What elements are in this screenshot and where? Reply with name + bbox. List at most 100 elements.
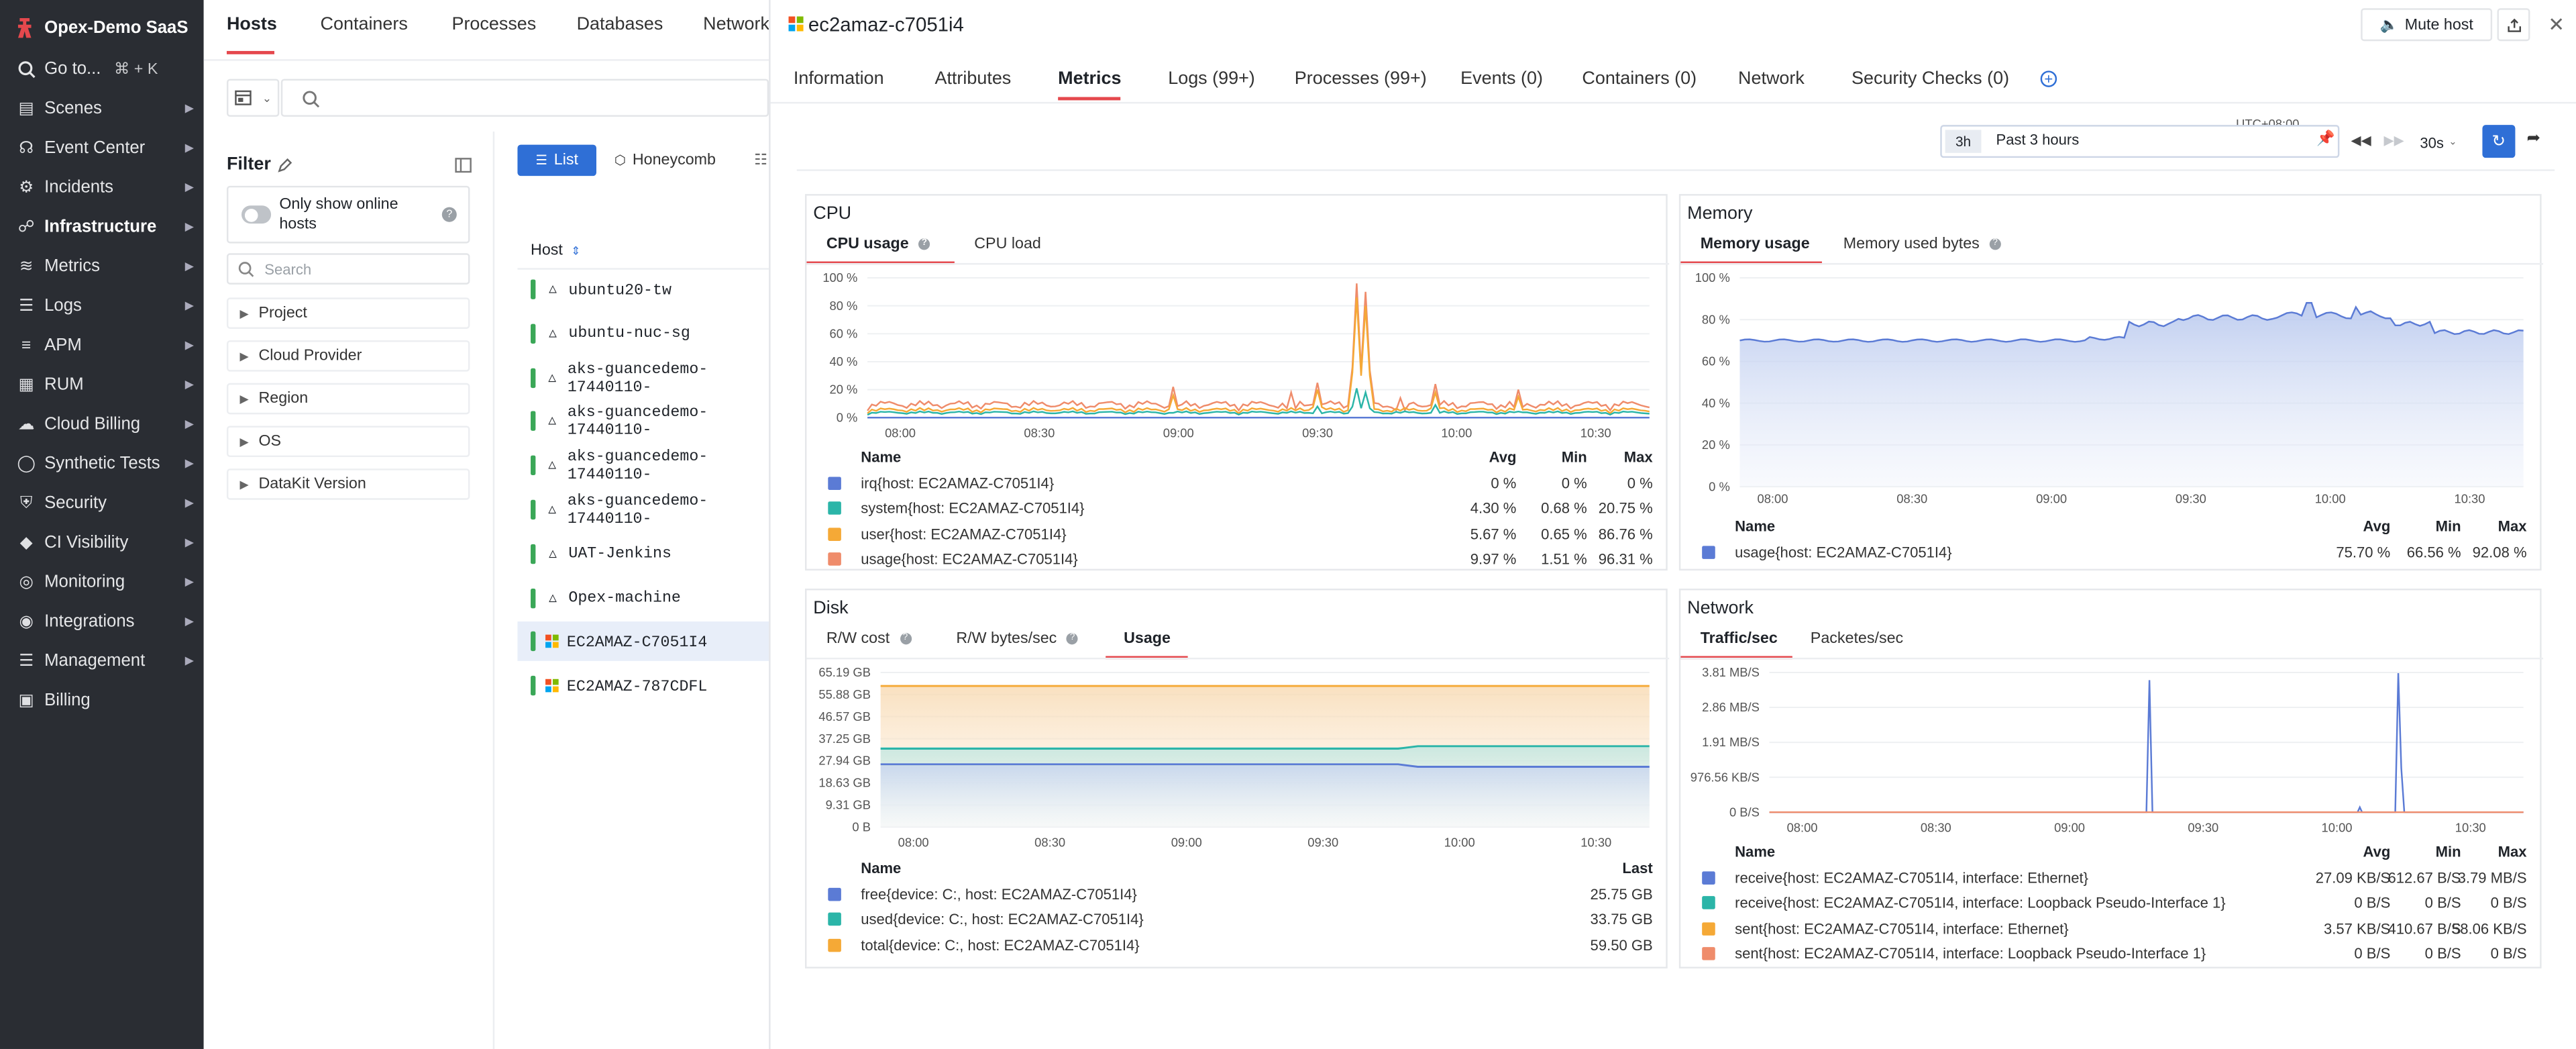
add-tab-icon[interactable]: +	[2040, 70, 2057, 87]
legend-series-name[interactable]: irq{host: EC2AMAZ-C7051I4}	[861, 474, 1055, 491]
legend-series-name[interactable]: sent{host: EC2AMAZ-C7051I4, interface: L…	[1735, 945, 2206, 962]
sidebar-item-integrations[interactable]: ◉ Integrations ▶	[0, 603, 204, 640]
legend-series-name[interactable]: user{host: EC2AMAZ-C7051I4}	[861, 525, 1067, 542]
help-icon[interactable]: ?	[441, 207, 457, 222]
legend-series-name[interactable]: total{device: C:, host: EC2AMAZ-C7051I4}	[861, 936, 1140, 953]
memory-usage-line[interactable]	[1739, 302, 2524, 343]
host-row[interactable]: △ aks-guancedemo-17440110-	[517, 358, 780, 397]
legend-series-name[interactable]: sent{host: EC2AMAZ-C7051I4, interface: E…	[1735, 919, 2069, 937]
tab-network[interactable]: Network	[1738, 68, 1805, 89]
host-row[interactable]: △ aks-guancedemo-17440110-	[517, 490, 780, 530]
close-icon[interactable]: ✕	[2548, 13, 2565, 36]
refresh-interval-select[interactable]: 30s ⌄	[2420, 128, 2469, 156]
host-row[interactable]: EC2AMAZ-C7051I4	[517, 621, 781, 662]
host-row[interactable]: △ Opex-machine	[517, 578, 780, 617]
host-column-header[interactable]: Host ⇕	[517, 234, 769, 270]
tab-rw-bytes[interactable]: R/W bytes/sec?	[956, 630, 1079, 652]
sidebar-item-event-center[interactable]: ☊ Event Center ▶	[0, 130, 204, 166]
sidebar-item-logs[interactable]: ☰ Logs ▶	[0, 288, 204, 324]
host-search-input[interactable]	[280, 79, 769, 117]
host-row[interactable]: △ aks-guancedemo-17440110-	[517, 446, 780, 485]
cpu-series-line[interactable]	[867, 297, 1650, 415]
host-row[interactable]: △ UAT-Jenkins	[517, 534, 780, 574]
cpu-series-line[interactable]	[867, 283, 1650, 412]
tab-cpu-usage[interactable]: CPU usage?	[826, 235, 930, 258]
tab-attributes[interactable]: Attributes	[934, 68, 1012, 89]
sidebar-item-scenes[interactable]: ▤ Scenes ▶	[0, 91, 204, 127]
cpu-usage-chart[interactable]: 100 % 80 % 60 % 40 % 20 % 0 % 08:00 08:30 09:00 0…	[806, 196, 1669, 572]
time-forward-icon[interactable]: ▶▶	[2383, 133, 2404, 148]
sidebar-item-metrics[interactable]: ≋ Metrics ▶	[0, 248, 204, 285]
refresh-button[interactable]: ↻	[2482, 125, 2516, 158]
online-only-toggle[interactable]	[241, 205, 272, 224]
disk-free-line[interactable]	[880, 763, 1650, 768]
legend-series-name[interactable]: usage{host: EC2AMAZ-C7051I4}	[1735, 543, 1952, 560]
tab-rw-cost[interactable]: R/W cost?	[826, 630, 912, 652]
tab-metrics[interactable]: Metrics	[1058, 68, 1122, 89]
sidebar-item-rum[interactable]: ▦ RUM ▶	[0, 366, 204, 403]
disk-used-line[interactable]	[880, 745, 1650, 750]
legend-series-name[interactable]: receive{host: EC2AMAZ-C7051I4, interface…	[1735, 868, 2088, 886]
tab-processes[interactable]: Processes (99+)	[1294, 68, 1427, 89]
tab-databases[interactable]: Databases	[576, 15, 663, 35]
tab-processes[interactable]: Processes	[451, 15, 537, 35]
edit-icon[interactable]	[278, 158, 292, 172]
filter-group-os[interactable]: ▶ OS	[226, 426, 470, 458]
view-honeycomb-button[interactable]: ⬡ Honeycomb	[614, 145, 729, 177]
filter-group-datakit-version[interactable]: ▶ DataKit Version	[226, 468, 470, 500]
legend-series-name[interactable]: system{host: EC2AMAZ-C7051I4}	[861, 499, 1085, 517]
more-views-icon[interactable]: ☷	[754, 151, 767, 168]
tab-traffic[interactable]: Traffic/sec	[1700, 630, 1778, 648]
legend-series-name[interactable]: usage{host: EC2AMAZ-C7051I4}	[861, 550, 1078, 568]
sidebar-item-monitoring[interactable]: ◎ Monitoring ▶	[0, 564, 204, 600]
sidebar-item-management[interactable]: ☰ Management ▶	[0, 643, 204, 679]
share-link-icon[interactable]: ➦	[2526, 130, 2541, 148]
share-button[interactable]	[2497, 8, 2530, 42]
legend-series-name[interactable]: used{device: C:, host: EC2AMAZ-C7051I4}	[861, 911, 1144, 928]
workspace-switcher[interactable]: Opex-Demo SaaS	[15, 13, 195, 43]
filter-group-cloud-provider[interactable]: ▶ Cloud Provider	[226, 340, 470, 372]
memory-usage-chart[interactable]: 100 % 80 % 60 % 40 % 20 % 0 % 08:00 08:30 09:00 0…	[1680, 196, 2543, 572]
tab-memory-used-bytes[interactable]: Memory used bytes?	[1843, 235, 2001, 258]
time-range-picker[interactable]: 3h Past 3 hours 📌	[1940, 125, 2340, 158]
sidebar-item-security[interactable]: ⛨ Security ▶	[0, 485, 204, 521]
legend-series-name[interactable]: free{device: C:, host: EC2AMAZ-C7051I4}	[861, 885, 1137, 902]
tab-packets[interactable]: Packetes/sec	[1810, 630, 1904, 648]
sidebar-item-apm[interactable]: ≡ APM ▶	[0, 328, 204, 364]
view-selector[interactable]: ⌄	[226, 79, 280, 117]
goto-search[interactable]: Go to... ⌘ + K	[0, 51, 204, 87]
tab-network[interactable]: Network	[703, 15, 769, 35]
tab-hosts[interactable]: Hosts	[226, 15, 277, 35]
tab-events[interactable]: Events (0)	[1460, 68, 1543, 89]
sidebar-item-infrastructure[interactable]: ☍ Infrastructure ▶	[0, 209, 204, 245]
collapse-panel-icon[interactable]	[455, 158, 472, 173]
disk-usage-chart[interactable]: 65.19 GB 55.88 GB 46.57 GB 37.25 GB 27.94 GB…	[806, 590, 1669, 970]
cpu-series-line[interactable]	[867, 388, 1650, 416]
sidebar-item-incidents[interactable]: ⚙ Incidents ▶	[0, 169, 204, 205]
network-traffic-chart[interactable]: 3.81 MB/S 2.86 MB/S 1.91 MB/S 976.56 KB/S 0 …	[1680, 590, 2543, 970]
host-row[interactable]: △ aks-guancedemo-17440110-	[517, 402, 780, 442]
mute-host-button[interactable]: 🔈 Mute host	[2361, 8, 2493, 42]
tab-containers[interactable]: Containers	[320, 15, 408, 35]
filter-search-input[interactable]: Search	[226, 253, 470, 285]
legend-series-name[interactable]: receive{host: EC2AMAZ-C7051I4, interface…	[1735, 894, 2226, 911]
tab-memory-usage[interactable]: Memory usage	[1700, 235, 1810, 254]
tab-security-checks[interactable]: Security Checks (0)	[1851, 68, 2010, 89]
sidebar-item-billing[interactable]: ▣ Billing	[0, 683, 204, 719]
host-row[interactable]: △ ubuntu20-tw	[517, 270, 780, 309]
time-back-icon[interactable]: ◀◀	[2351, 133, 2371, 148]
filter-group-project[interactable]: ▶ Project	[226, 297, 470, 329]
host-row[interactable]: △ ubuntu-nuc-sg	[517, 313, 780, 353]
network-receive-line[interactable]	[1769, 673, 2524, 813]
sidebar-item-synthetic-tests[interactable]: ◯ Synthetic Tests ▶	[0, 446, 204, 482]
filter-group-region[interactable]: ▶ Region	[226, 383, 470, 415]
tab-information[interactable]: Information	[793, 68, 884, 89]
sidebar-item-cloud-billing[interactable]: ☁ Cloud Billing ▶	[0, 406, 204, 442]
tab-containers[interactable]: Containers (0)	[1582, 68, 1697, 89]
sidebar-item-ci-visibility[interactable]: ◆ CI Visibility ▶	[0, 524, 204, 560]
tab-cpu-load[interactable]: CPU load	[974, 235, 1041, 254]
tab-logs[interactable]: Logs (99+)	[1168, 68, 1255, 89]
host-row[interactable]: EC2AMAZ-787CDFL	[517, 666, 780, 706]
view-list-button[interactable]: ☰ List	[517, 144, 596, 177]
tab-disk-usage[interactable]: Usage	[1124, 630, 1171, 648]
